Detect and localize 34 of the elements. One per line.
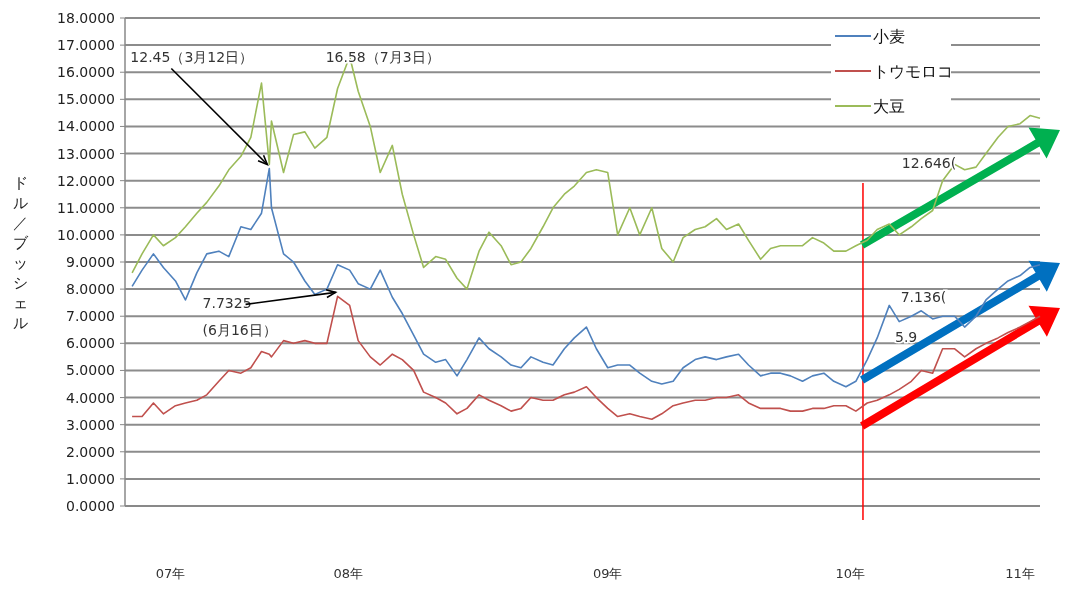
- y-tick-label: 1.0000: [66, 470, 115, 487]
- y-tick-label: 12.0000: [57, 172, 115, 189]
- y-tick-label: 13.0000: [57, 145, 115, 162]
- y-tick-label: 0.0000: [66, 498, 115, 514]
- legend-label: 大豆: [873, 97, 905, 116]
- y-tick-label: 2.0000: [66, 443, 115, 460]
- annotation: 7.7325 (6月16日）: [202, 295, 277, 339]
- legend-label: トウモロコ: [873, 62, 953, 81]
- annotation: 7.136(: [900, 288, 947, 305]
- annotation: 12.45（3月12日）: [130, 49, 254, 66]
- y-tick-label: 4.0000: [66, 389, 115, 406]
- y-tick-label: 3.0000: [66, 416, 115, 433]
- y-tick-label: 6.0000: [66, 335, 115, 352]
- y-tick-label: 8.0000: [66, 281, 115, 298]
- y-tick-label: 16.0000: [57, 64, 115, 81]
- annotation: 16.58（7月3日）: [325, 49, 440, 66]
- x-tick-label: 10年: [835, 566, 865, 581]
- x-tick-label: 11年: [1005, 566, 1035, 581]
- y-axis-title: ドル／ブッシェル: [12, 174, 29, 332]
- y-tick-label: 15.0000: [57, 91, 115, 108]
- x-tick-label: 09年: [592, 566, 623, 581]
- y-tick-label: 5.0000: [66, 362, 115, 379]
- x-tick-label: 07年: [155, 566, 186, 581]
- y-tick-label: 9.0000: [66, 254, 115, 270]
- annotation: 12.646(: [901, 155, 957, 172]
- y-tick-label: 11.0000: [57, 199, 115, 216]
- y-tick-label: 14.0000: [57, 118, 115, 135]
- y-tick-label: 10.0000: [57, 226, 115, 243]
- y-tick-label: 18.0000: [57, 10, 115, 26]
- y-tick-label: 17.0000: [57, 37, 115, 54]
- y-tick-label: 7.0000: [66, 308, 115, 325]
- annotation: 5.9: [895, 329, 918, 345]
- x-tick-label: 08年: [333, 566, 364, 581]
- legend-label: 小麦: [873, 27, 905, 46]
